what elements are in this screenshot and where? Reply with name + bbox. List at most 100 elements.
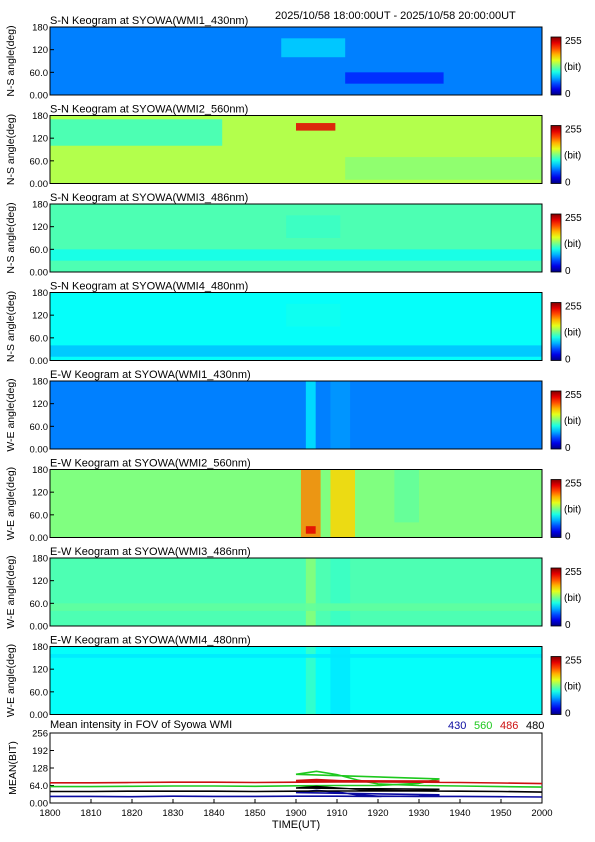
y-tick-label: 120 <box>32 576 48 587</box>
colorbar <box>550 36 562 96</box>
heatmap-background <box>50 381 542 449</box>
y-tick-label: 192 <box>32 746 48 757</box>
heatmap-feature <box>305 381 316 449</box>
y-tick-label: 0.00 <box>30 445 49 456</box>
legend-entry: 480 <box>526 720 544 732</box>
heatmap-feature <box>345 157 542 180</box>
y-tick-label: 180 <box>32 111 48 122</box>
keogram-panel: S-N Keogram at SYOWA(WMI1_430nm)180 120 60… <box>5 15 582 102</box>
heatmap-feature <box>50 249 542 261</box>
panel-title: S-N Keogram at SYOWA(WMI4_480nm) <box>50 281 248 293</box>
heatmap-feature <box>50 603 542 611</box>
y-tick-label: 0.00 <box>30 799 49 810</box>
heatmap-feature <box>50 119 223 146</box>
mean-intensity-plot: Mean intensity in FOV of Syowa WMI 430 560… <box>7 719 553 831</box>
colorbar-max-label: 255 <box>565 656 582 667</box>
heatmap-feature <box>345 72 444 84</box>
x-tick-label: 1800 <box>39 808 60 819</box>
x-tick-label: 1830 <box>162 808 183 819</box>
x-tick-label: 2000 <box>531 808 552 819</box>
legend-entry: 486 <box>500 720 518 732</box>
y-tick-label: 120 <box>32 488 48 499</box>
panel-frame <box>49 557 543 627</box>
heatmap-feature <box>394 469 419 523</box>
panel-title: S-N Keogram at SYOWA(WMI3_486nm) <box>50 192 248 204</box>
colorbar-min-label: 0 <box>565 532 571 543</box>
panel-title: E-W Keogram at SYOWA(WMI1_430nm) <box>50 369 251 381</box>
colorbar-unit-label: (bit) <box>564 593 581 604</box>
colorbar-min-label: 0 <box>565 709 571 720</box>
keogram-panel: E-W Keogram at SYOWA(WMI1_430nm)180 120 60… <box>5 369 582 456</box>
keogram-panels: S-N Keogram at SYOWA(WMI1_430nm)18012060… <box>5 15 582 721</box>
x-tick-label: 1920 <box>367 808 388 819</box>
keogram-panel: S-N Keogram at SYOWA(WMI4_480nm)180 120 60… <box>5 281 582 368</box>
x-axis-label: TIME(UT) <box>272 819 320 831</box>
heatmap-feature <box>305 558 316 626</box>
y-tick-label: 0.00 <box>30 710 49 721</box>
x-tick-label: 1820 <box>121 808 142 819</box>
y-tick-label: 180 <box>32 23 48 34</box>
y-tick-label: 120 <box>32 222 48 233</box>
y-tick-label: 0.00 <box>30 268 49 279</box>
y-tick-label: 180 <box>32 377 48 388</box>
panel-title: S-N Keogram at SYOWA(WMI2_560nm) <box>50 104 248 116</box>
x-tick-label: 1900 <box>285 808 306 819</box>
panel-frame <box>49 115 543 184</box>
panel-title: E-W Keogram at SYOWA(WMI4_480nm) <box>50 635 251 647</box>
panel-frame <box>49 26 543 96</box>
y-tick-label: 60.0 <box>30 245 49 256</box>
y-axis-label: N-S angle(deg) <box>5 25 17 96</box>
time-range-label: 2025/10/58 18:00:00UT - 2025/10/58 20:00… <box>275 10 516 22</box>
y-tick-label: 60.0 <box>30 599 49 610</box>
line-plot-title: Mean intensity in FOV of Syowa WMI <box>50 719 232 731</box>
colorbar <box>550 390 562 450</box>
heatmap-feature <box>330 558 351 626</box>
y-axis-label: N-S angle(deg) <box>5 202 17 273</box>
y-tick-label: 120 <box>32 665 48 676</box>
colorbar-min-label: 0 <box>565 355 571 366</box>
x-tick-label: 1950 <box>490 808 511 819</box>
heatmap-feature <box>281 38 346 58</box>
colorbar-unit-label: (bit) <box>564 62 581 73</box>
panel-frame <box>49 469 543 538</box>
y-tick-label: 60.0 <box>30 333 49 344</box>
x-tick-label: 1840 <box>203 808 224 819</box>
keogram-panel: E-W Keogram at SYOWA(WMI3_486nm)180 120 60… <box>5 546 582 633</box>
y-tick-label: 0.00 <box>30 179 49 190</box>
colorbar-min-label: 0 <box>565 443 571 454</box>
y-tick-label: 180 <box>32 554 48 565</box>
heatmap-feature <box>50 345 542 357</box>
colorbar <box>550 125 562 184</box>
colorbar <box>550 302 562 361</box>
y-tick-label: 256 <box>32 729 48 740</box>
legend-entry: 560 <box>474 720 492 732</box>
colorbar <box>550 567 562 627</box>
panel-frame <box>49 292 543 361</box>
colorbar-min-label: 0 <box>565 620 571 631</box>
y-tick-label: 0.00 <box>30 91 49 102</box>
y-tick-label: 120 <box>32 311 48 322</box>
heatmap-background <box>50 469 542 538</box>
keogram-panel: S-N Keogram at SYOWA(WMI3_486nm)180 120 60… <box>5 192 582 279</box>
y-tick-label: 180 <box>32 465 48 476</box>
y-axis-label: W-E angle(deg) <box>5 378 17 451</box>
colorbar <box>550 479 562 538</box>
keogram-panel: S-N Keogram at SYOWA(WMI2_560nm)180 120 60… <box>5 104 582 191</box>
y-axis-label: MEAN(BIT) <box>7 741 19 795</box>
colorbar-unit-label: (bit) <box>564 151 581 162</box>
colorbar-max-label: 255 <box>565 390 582 401</box>
x-tick-label: 1940 <box>449 808 470 819</box>
colorbar-min-label: 0 <box>565 266 571 277</box>
y-axis-label: N-S angle(deg) <box>5 114 17 185</box>
x-tick-label: 1930 <box>408 808 429 819</box>
x-tick-label: 1910 <box>326 808 347 819</box>
colorbar <box>550 656 562 715</box>
y-axis-label: W-E angle(deg) <box>5 644 17 717</box>
colorbar-min-label: 0 <box>565 178 571 189</box>
keogram-panel: E-W Keogram at SYOWA(WMI2_560nm)180 120 60… <box>5 458 582 545</box>
y-tick-label: 64.0 <box>30 781 49 792</box>
colorbar-unit-label: (bit) <box>564 328 581 339</box>
y-tick-label: 60.0 <box>30 687 49 698</box>
heatmap-feature <box>330 469 356 538</box>
